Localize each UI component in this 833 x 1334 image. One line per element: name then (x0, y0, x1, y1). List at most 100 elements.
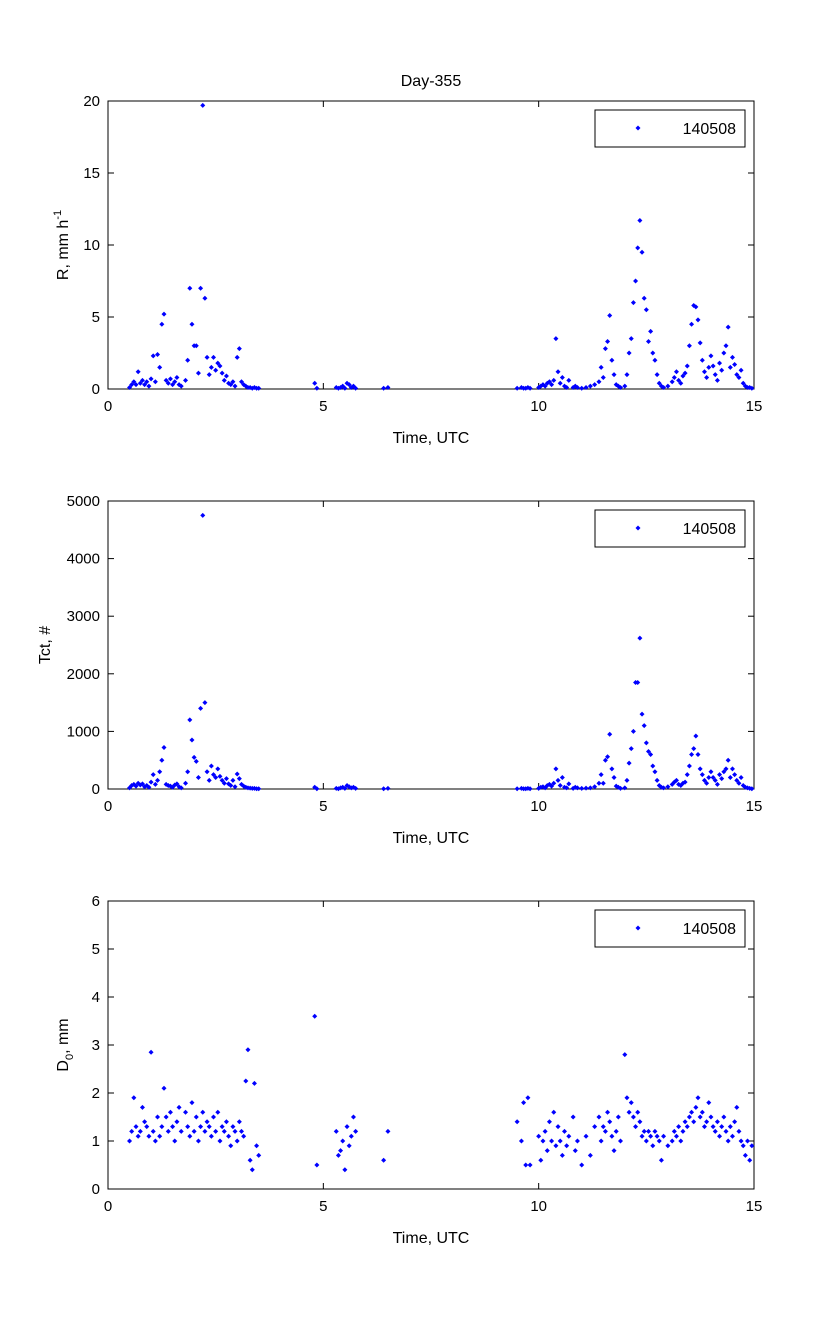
data-point (630, 300, 636, 306)
y-axis-label: D0, mm (55, 1018, 76, 1071)
data-point (195, 370, 201, 376)
data-point (202, 1128, 208, 1134)
y-tick-label: 2 (92, 1085, 100, 1102)
data-point (217, 363, 223, 369)
data-point (133, 382, 139, 388)
data-point (727, 774, 733, 780)
data-point (587, 785, 593, 791)
data-point (544, 1148, 550, 1154)
data-point (236, 776, 242, 782)
data-point (641, 295, 647, 301)
data-point (734, 1104, 740, 1110)
data-point (150, 353, 156, 359)
data-point (617, 785, 623, 791)
data-point (204, 354, 210, 360)
data-point (206, 1124, 212, 1130)
data-point (217, 1138, 223, 1144)
data-point (671, 374, 677, 380)
data-point (129, 382, 135, 388)
data-point (178, 383, 184, 389)
x-axis-label: Time, UTC (393, 1230, 470, 1247)
data-point (187, 717, 193, 723)
data-point (611, 1148, 617, 1154)
data-point (159, 1124, 165, 1130)
data-point (686, 1114, 692, 1120)
data-point (693, 304, 699, 310)
data-point (148, 779, 154, 785)
data-point (223, 776, 229, 782)
data-point (314, 786, 320, 792)
x-tick-label: 5 (319, 398, 327, 415)
data-point (127, 1138, 133, 1144)
data-point (187, 1133, 193, 1139)
data-point (661, 785, 667, 791)
data-point (624, 777, 630, 783)
data-point (628, 1100, 634, 1106)
x-tick-label: 15 (746, 1198, 763, 1215)
data-point (549, 783, 555, 789)
data-point (721, 350, 727, 356)
data-point (152, 1138, 158, 1144)
data-point (628, 746, 634, 752)
data-point (732, 1119, 738, 1125)
data-point (146, 1133, 152, 1139)
data-point (135, 369, 141, 375)
data-point (557, 1138, 563, 1144)
data-point (553, 336, 559, 342)
legend-marker (635, 925, 641, 931)
data-point (172, 1138, 178, 1144)
data-point (745, 1138, 751, 1144)
data-point (525, 1095, 531, 1101)
data-point (221, 377, 227, 383)
data-point (684, 363, 690, 369)
data-point (673, 1133, 679, 1139)
data-point (678, 1138, 684, 1144)
data-point (654, 1133, 660, 1139)
data-point (165, 1128, 171, 1134)
y-tick-label: 5 (92, 941, 100, 958)
data-point (333, 1128, 339, 1134)
data-point (536, 1133, 542, 1139)
data-series (127, 1013, 755, 1173)
data-point (174, 781, 180, 787)
data-point (170, 1124, 176, 1130)
data-point (219, 370, 225, 376)
data-point (637, 1119, 643, 1125)
data-point (609, 1133, 615, 1139)
data-point (223, 1119, 229, 1125)
data-point (695, 1095, 701, 1101)
data-point (607, 731, 613, 737)
data-point (518, 1138, 524, 1144)
data-point (215, 766, 221, 772)
data-point (622, 383, 628, 389)
data-point (643, 740, 649, 746)
data-point (742, 1152, 748, 1158)
x-tick-label: 5 (319, 1198, 327, 1215)
y-tick-label: 5000 (67, 493, 100, 510)
y-tick-label: 3000 (67, 608, 100, 625)
data-point (353, 1128, 359, 1134)
y-tick-label: 2000 (67, 666, 100, 683)
data-point (626, 350, 632, 356)
legend-label: 140508 (683, 921, 736, 938)
data-point (213, 774, 219, 780)
y-tick-label: 1000 (67, 723, 100, 740)
x-tick-label: 0 (104, 398, 112, 415)
data-point (721, 769, 727, 775)
data-point (527, 1162, 533, 1168)
data-point (697, 766, 703, 772)
data-point (714, 1119, 720, 1125)
data-point (245, 1047, 251, 1053)
data-point (195, 774, 201, 780)
data-point (704, 1119, 710, 1125)
data-point (633, 1124, 639, 1130)
data-point (605, 338, 611, 344)
data-point (665, 1143, 671, 1149)
data-point (712, 777, 718, 783)
data-point (546, 379, 552, 385)
data-point (551, 377, 557, 383)
y-tick-label: 3 (92, 1037, 100, 1054)
data-point (602, 757, 608, 763)
data-point (176, 1104, 182, 1110)
data-point (551, 780, 557, 786)
